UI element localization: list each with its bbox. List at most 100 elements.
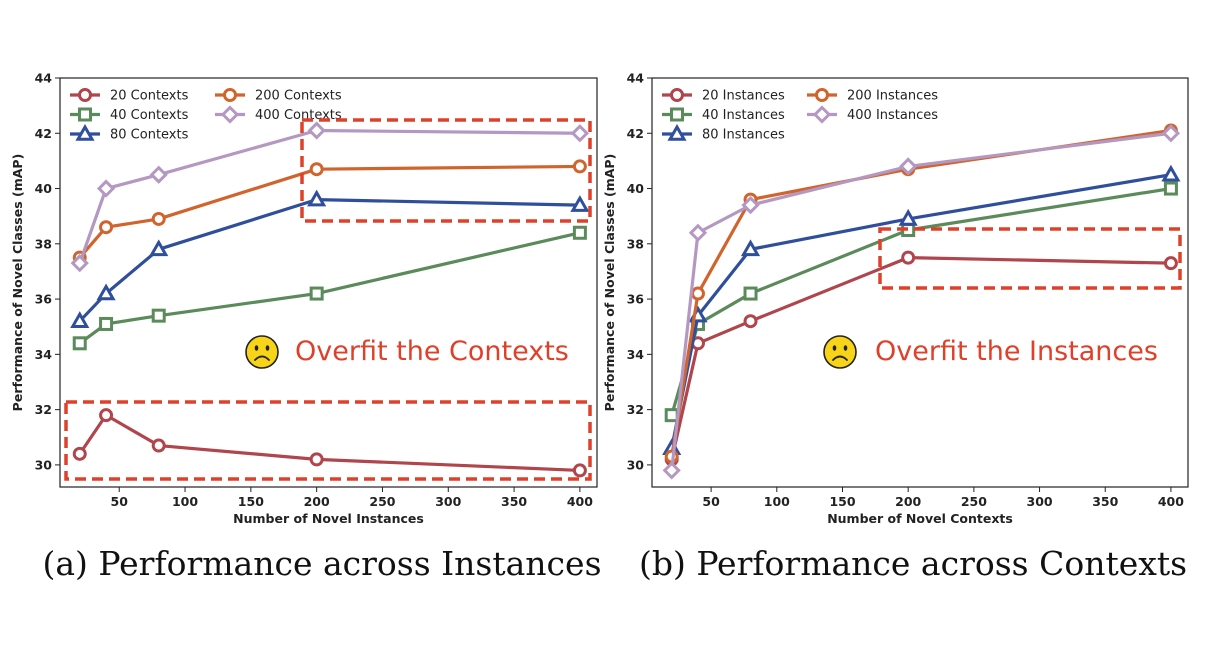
sad-face-left-eye: [254, 345, 259, 351]
legend-label: 200 Contexts: [255, 89, 342, 104]
plot-area: [59, 77, 598, 488]
data-point: [151, 211, 166, 226]
legend-label: 400 Instances: [847, 108, 938, 123]
legend-item: 80 Instances: [662, 123, 785, 143]
y-tick-label: 44: [627, 71, 645, 86]
data-point: [1163, 256, 1178, 271]
legend-label: 80 Contexts: [110, 128, 189, 143]
data-point: [901, 250, 916, 265]
data-point: [70, 311, 90, 328]
data-point: [72, 446, 87, 461]
x-tick-label: 200: [304, 494, 330, 509]
data-point: [572, 225, 587, 240]
legend-item: 40 Instances: [662, 107, 785, 123]
x-tick-label: 100: [172, 494, 198, 509]
annotation-text: Overfit the Contexts: [295, 336, 569, 367]
x-tick-label: 400: [567, 494, 593, 509]
legend-marker: [78, 88, 92, 102]
data-point: [307, 121, 326, 140]
data-point: [572, 159, 587, 174]
data-point: [309, 162, 324, 177]
data-point: [309, 286, 324, 301]
data-point: [149, 165, 168, 184]
data-point: [309, 452, 324, 467]
legend-label: 80 Instances: [702, 128, 785, 143]
sad-face-head: [245, 335, 279, 369]
data-point: [743, 314, 758, 329]
x-tick-label: 350: [501, 494, 527, 509]
legend-marker: [815, 88, 829, 102]
sad-face-mouth: [254, 355, 270, 361]
data-point: [96, 179, 116, 198]
data-point: [740, 239, 761, 257]
data-point: [743, 286, 758, 301]
data-point: [96, 283, 116, 301]
x-tick-label: 200: [895, 494, 921, 509]
y-tick-label: 34: [627, 347, 645, 362]
data-point: [572, 463, 587, 478]
x-tick-label: 100: [764, 494, 790, 509]
data-point: [1161, 124, 1181, 143]
data-point: [899, 157, 918, 176]
data-point: [662, 461, 681, 480]
x-axis-label: Number of Novel Contexts: [827, 511, 1013, 526]
x-tick-label: 400: [1158, 494, 1184, 509]
sad-face-left-eye: [832, 345, 837, 351]
x-tick-label: 300: [435, 494, 461, 509]
caption-a: (a) Performance across Instances: [42, 544, 601, 583]
legend-marker: [670, 107, 684, 122]
legend-marker: [75, 123, 95, 141]
data-point: [570, 124, 590, 143]
overfit-highlight-box: [300, 118, 592, 223]
legend-marker: [220, 105, 240, 124]
legend-item: 20 Contexts: [70, 88, 189, 104]
data-point: [99, 408, 114, 423]
y-tick-label: 34: [35, 347, 53, 362]
overfit-highlight-box: [64, 400, 592, 481]
y-axis-label: Performance of Novel Classes (mAP): [10, 154, 25, 412]
sad-face-icon: [823, 335, 857, 369]
y-tick-label: 40: [627, 181, 645, 196]
legend-marker: [78, 107, 92, 122]
legend-marker: [812, 105, 832, 124]
legend-item: 80 Contexts: [70, 123, 189, 143]
x-tick-label: 350: [1092, 494, 1118, 509]
legend-label: 40 Instances: [702, 108, 785, 123]
data-point: [149, 239, 169, 257]
legend-item: 200 Instances: [807, 88, 938, 104]
annotation-text: Overfit the Instances: [875, 336, 1158, 367]
y-tick-label: 44: [35, 71, 53, 86]
y-tick-label: 42: [35, 126, 52, 141]
sad-face-mouth: [832, 355, 848, 361]
data-point: [99, 316, 114, 331]
data-point: [664, 408, 679, 423]
x-axis-label: Number of Novel Instances: [233, 511, 424, 526]
legend-item: 40 Contexts: [70, 107, 189, 123]
overfit-highlight-box: [878, 227, 1182, 290]
plot-area: [651, 77, 1189, 488]
sad-face-icon: [245, 335, 279, 369]
y-tick-label: 38: [627, 236, 644, 251]
y-tick-label: 36: [35, 292, 53, 307]
sad-face-right-eye: [265, 345, 270, 351]
x-tick-label: 300: [1027, 494, 1053, 509]
x-tick-label: 250: [369, 494, 395, 509]
legend-item: 400 Instances: [807, 105, 938, 124]
data-point: [1163, 181, 1178, 196]
x-tick-label: 150: [829, 494, 855, 509]
x-tick-label: 150: [238, 494, 264, 509]
x-tick-label: 50: [702, 494, 720, 509]
caption-b: (b) Performance across Contexts: [639, 544, 1187, 583]
y-tick-label: 32: [35, 402, 52, 417]
chart-panel-a: 30 32 34 36 38 40 42 44 50 100 150 200 250 300 350 400 N…: [10, 71, 598, 526]
y-tick-label: 30: [35, 457, 53, 472]
y-axis-label: Performance of Novel Classes (mAP): [602, 154, 617, 412]
legend-marker: [670, 88, 684, 102]
legend-item: 20 Instances: [662, 88, 785, 104]
legend-label: 40 Contexts: [110, 108, 189, 123]
legend-item: 200 Contexts: [215, 88, 342, 104]
data-point: [741, 196, 760, 215]
data-point: [151, 438, 166, 453]
data-point: [70, 254, 89, 273]
